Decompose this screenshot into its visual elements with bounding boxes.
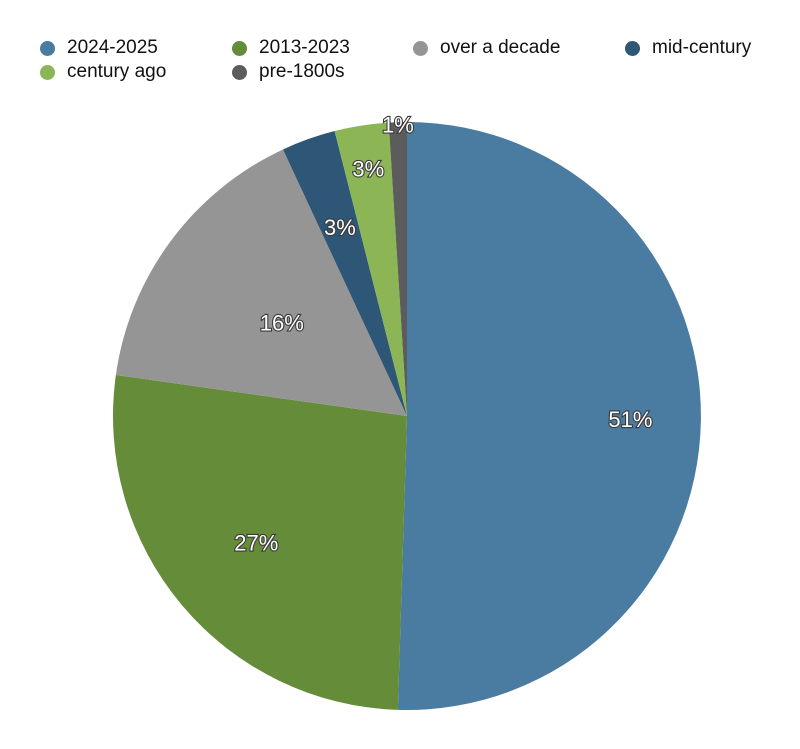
pie-slice-century-ago — [334, 122, 407, 416]
slice-label-pre-1800s: 1% — [382, 113, 414, 138]
legend-swatch-icon — [232, 40, 247, 56]
legend-item-mid-century: mid-century — [625, 37, 751, 59]
pie-slice-over-a-decade — [115, 149, 407, 416]
legend-item-2024-2025: 2024-2025 — [40, 37, 158, 59]
pie-slice-pre-1800s — [388, 122, 407, 416]
slice-label-century-ago: 3% — [352, 157, 384, 182]
legend-swatch-icon — [413, 40, 428, 56]
legend-swatch-icon — [40, 40, 55, 56]
legend-label: pre-1800s — [259, 61, 345, 82]
legend-label: over a decade — [440, 37, 561, 58]
legend-item-pre-1800s: pre-1800s — [232, 61, 345, 83]
legend-label: mid-century — [652, 37, 752, 58]
legend-label: century ago — [67, 61, 167, 82]
legend-item-2013-2023: 2013-2023 — [232, 37, 350, 59]
legend-swatch-icon — [40, 64, 55, 80]
slice-label-2024-2025: 51% — [608, 407, 652, 432]
slice-label-over-a-decade: 16% — [260, 311, 304, 336]
legend-swatch-icon — [232, 64, 247, 80]
legend-item-over-a-decade: over a decade — [413, 37, 560, 59]
legend-label: 2024-2025 — [67, 37, 158, 58]
legend-label: 2013-2023 — [259, 37, 350, 58]
legend-item-century-ago: century ago — [40, 61, 166, 83]
pie-slice-mid-century — [282, 131, 407, 416]
pie-slice-2024-2025 — [397, 122, 701, 710]
slice-label-2013-2023: 27% — [234, 530, 278, 555]
slice-label-mid-century: 3% — [324, 215, 356, 240]
legend-swatch-icon — [625, 40, 640, 56]
pie-slice-2013-2023 — [113, 374, 407, 710]
